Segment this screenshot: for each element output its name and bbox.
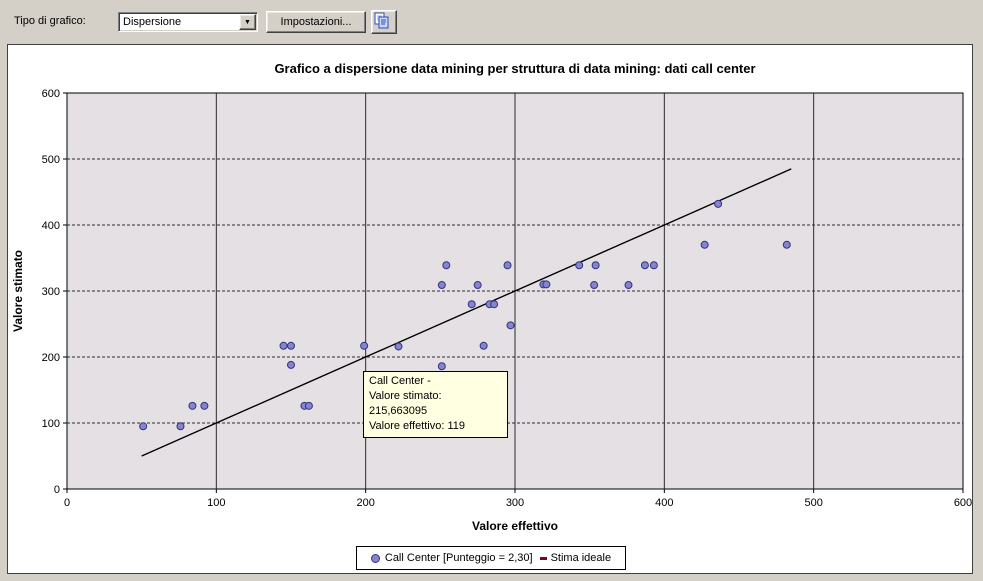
svg-text:600: 600 bbox=[42, 88, 60, 100]
toolbar: Tipo di grafico: Dispersione ▼ Impostazi… bbox=[0, 0, 983, 44]
svg-text:400: 400 bbox=[42, 220, 60, 232]
svg-text:500: 500 bbox=[42, 154, 60, 166]
svg-text:100: 100 bbox=[207, 497, 225, 509]
call-center-marker-icon bbox=[370, 553, 380, 563]
svg-text:200: 200 bbox=[42, 352, 60, 364]
scatter-plot[interactable]: 0 100 200 300 400 500 600 0 100 200 300 400 500 600 bbox=[8, 45, 974, 575]
y-axis-label: Valore stimato bbox=[11, 249, 25, 333]
tooltip-actual-value: Valore effettivo: 119 bbox=[369, 420, 466, 432]
svg-text:0: 0 bbox=[54, 484, 60, 496]
chart-title: Grafico a dispersione data mining per st… bbox=[274, 61, 756, 76]
x-axis-label: Valore effettivo bbox=[471, 519, 559, 533]
chart-type-label: Tipo di grafico: bbox=[14, 15, 86, 27]
copy-button[interactable] bbox=[371, 10, 397, 34]
svg-text:300: 300 bbox=[42, 286, 60, 298]
svg-text:600: 600 bbox=[954, 497, 972, 509]
settings-button[interactable]: Impostazioni... bbox=[266, 11, 366, 33]
svg-text:500: 500 bbox=[804, 497, 822, 509]
settings-button-label: Impostazioni... bbox=[280, 16, 352, 28]
svg-text:200: 200 bbox=[356, 497, 374, 509]
ideal-line-marker-icon bbox=[539, 556, 547, 560]
chart-legend: Call Center [Punteggio = 2,30] Stima ide… bbox=[356, 546, 626, 570]
chart-type-dropdown[interactable]: Dispersione ▼ bbox=[118, 12, 258, 32]
legend-series2-label: Stima ideale bbox=[550, 552, 612, 564]
svg-text:0: 0 bbox=[64, 497, 70, 509]
svg-text:100: 100 bbox=[42, 418, 60, 430]
tooltip-series-name: Call Center - bbox=[369, 375, 431, 387]
svg-text:300: 300 bbox=[506, 497, 524, 509]
svg-text:400: 400 bbox=[655, 497, 673, 509]
tooltip-estimated-value: Valore stimato: 215,663095 bbox=[369, 390, 442, 417]
datapoint-tooltip: Call Center - Valore stimato: 215,663095… bbox=[363, 371, 508, 438]
chart-type-value: Dispersione bbox=[123, 16, 182, 28]
chevron-down-icon[interactable]: ▼ bbox=[239, 14, 256, 30]
chart-panel: Grafico a dispersione data mining per st… bbox=[7, 44, 973, 574]
legend-series1-label: Call Center [Punteggio = 2,30] bbox=[384, 552, 533, 564]
